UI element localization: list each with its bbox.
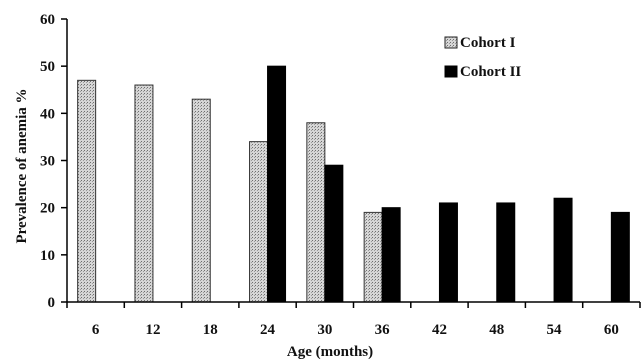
y-tick-label-60: 60 <box>40 12 55 28</box>
plot-area <box>77 65 630 303</box>
bar-cohort-1-18 <box>191 98 211 303</box>
x-tick-label-30: 30 <box>317 322 332 338</box>
bar-cohort-2-24 <box>267 65 287 303</box>
x-tick-label-6: 6 <box>92 322 100 338</box>
y-tick-label-50: 50 <box>40 59 55 75</box>
bar-cohort-2-30 <box>324 164 344 303</box>
bar-cohort-2-36 <box>381 207 401 303</box>
x-axis-title: Age (months) <box>287 344 373 360</box>
y-tick-label-30: 30 <box>40 154 55 170</box>
bar-cohort-1-6 <box>77 79 97 303</box>
y-axis-title: Prevalence of anemia % <box>14 88 30 243</box>
bar-cohort-1-30 <box>306 122 326 303</box>
axes: 0 10 20 30 40 50 60 6 12 18 24 30 36 42 48 54 60 <box>40 12 641 338</box>
legend-label-cohort-1: Cohort I <box>460 35 516 51</box>
legend-swatch-cohort-2 <box>444 65 458 78</box>
bar-cohort-1-36 <box>363 211 383 303</box>
x-tick-label-24: 24 <box>260 322 276 338</box>
x-tick-label-12: 12 <box>145 322 160 338</box>
y-tick-label-10: 10 <box>40 248 55 264</box>
x-tick-label-60: 60 <box>604 322 619 338</box>
legend-swatch-cohort-1 <box>444 36 458 49</box>
legend: Cohort I Cohort II <box>444 35 521 80</box>
x-tick-label-36: 36 <box>375 322 391 338</box>
x-tick-label-54: 54 <box>547 322 563 338</box>
y-tick-label-20: 20 <box>40 201 55 217</box>
x-tick-label-42: 42 <box>432 322 447 338</box>
legend-label-cohort-2: Cohort II <box>460 64 521 80</box>
y-tick-label-0: 0 <box>48 295 56 311</box>
y-tick-label-40: 40 <box>40 106 55 122</box>
bar-cohort-1-24 <box>249 141 269 303</box>
bar-cohort-1-12 <box>134 84 154 303</box>
x-tick-label-48: 48 <box>489 322 504 338</box>
bar-cohort-2-54 <box>553 197 573 303</box>
x-tick-label-18: 18 <box>203 322 218 338</box>
bar-cohort-2-42 <box>438 202 458 303</box>
bar-cohort-2-60 <box>610 211 630 303</box>
bar-cohort-2-48 <box>496 202 516 303</box>
